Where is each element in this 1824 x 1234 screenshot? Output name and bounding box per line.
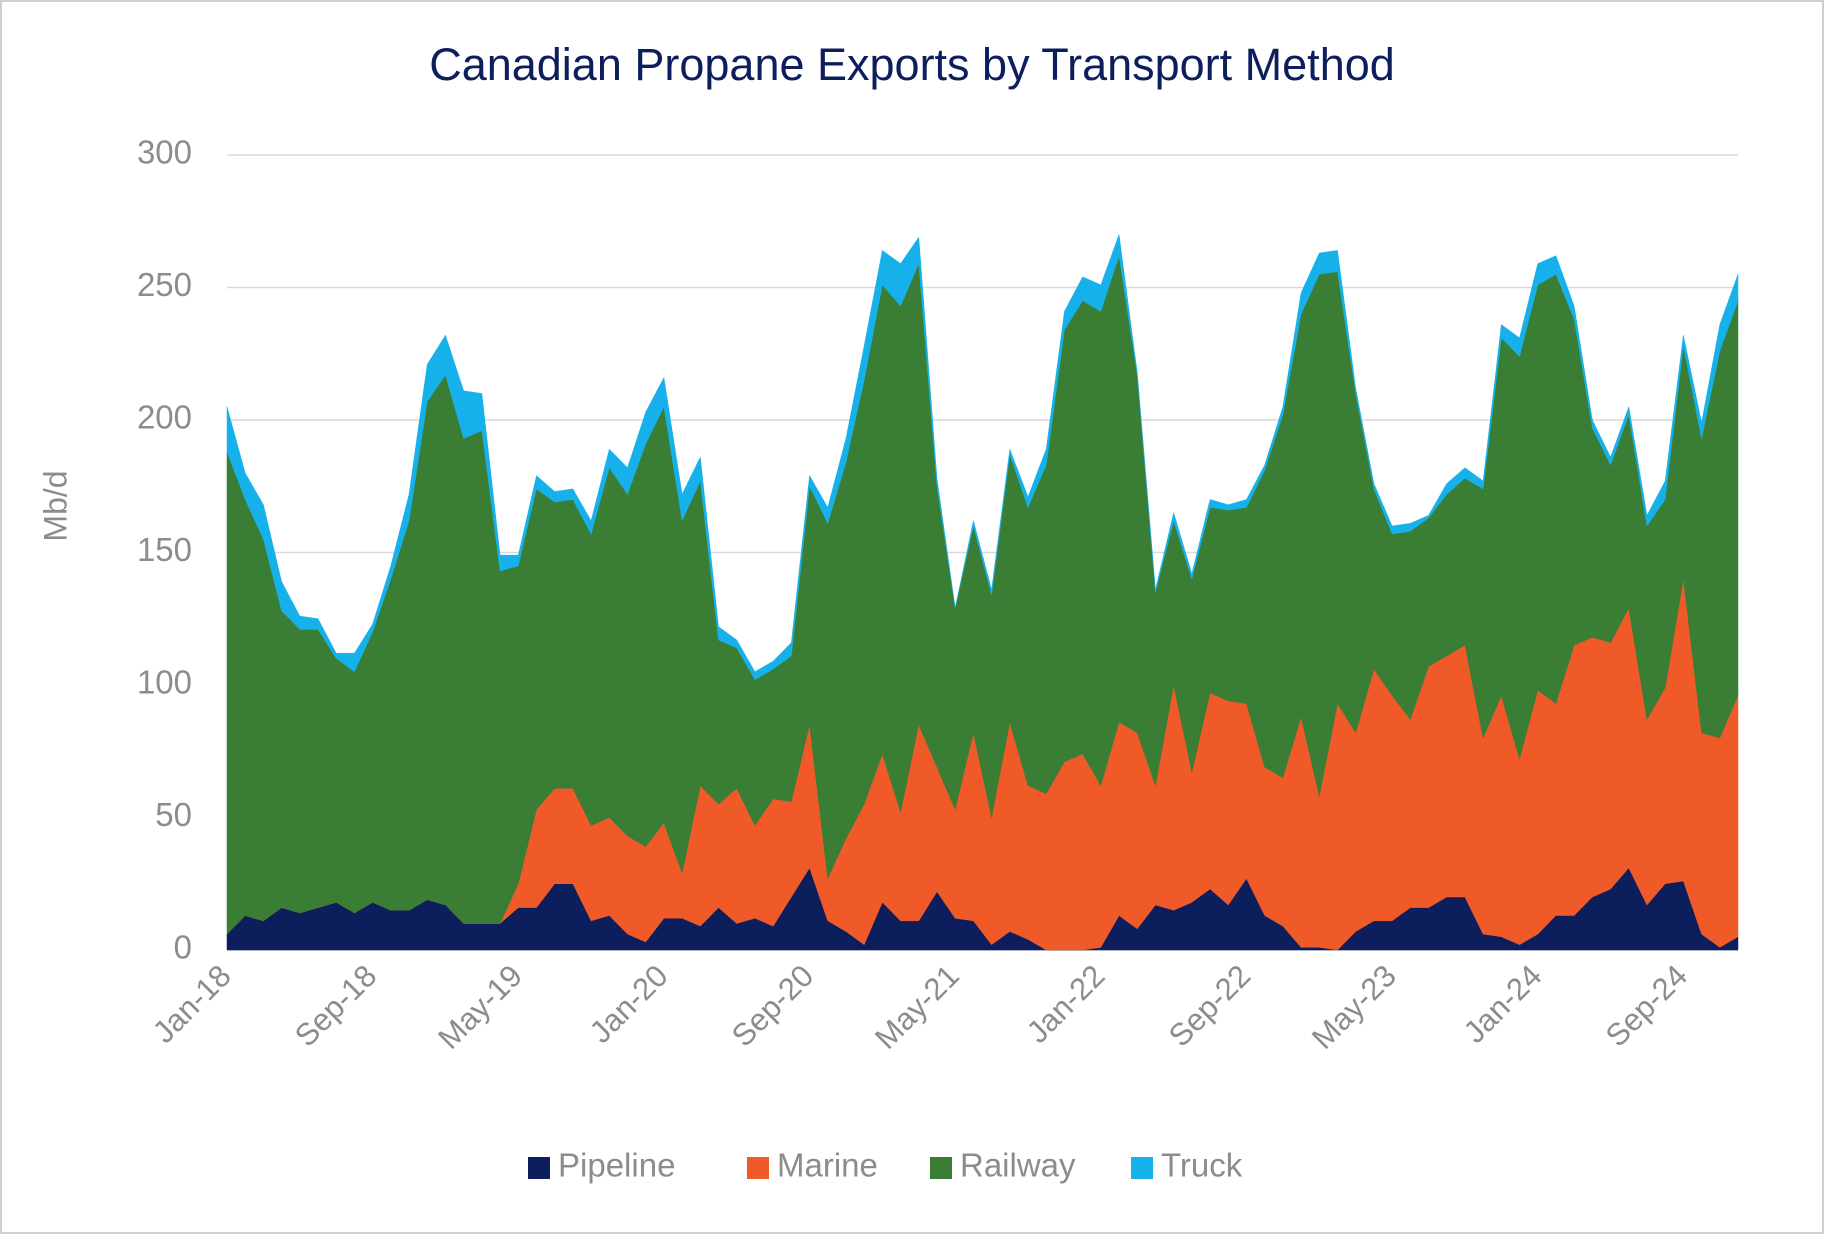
y-tick-label: 200 xyxy=(137,399,192,436)
legend-swatch xyxy=(1131,1157,1153,1179)
y-tick-label: 250 xyxy=(137,266,192,303)
y-tick-label: 50 xyxy=(155,796,192,833)
legend-swatch xyxy=(528,1157,550,1179)
legend-swatch xyxy=(930,1157,952,1179)
y-tick-label: 100 xyxy=(137,664,192,701)
y-tick-label: 300 xyxy=(137,134,192,171)
plot xyxy=(226,154,1739,951)
legend-label: Marine xyxy=(777,1147,878,1184)
y-axis-label: Mb/d xyxy=(37,470,73,541)
y-tick-label: 0 xyxy=(174,929,192,966)
legend-label: Truck xyxy=(1161,1147,1243,1184)
legend-swatch xyxy=(747,1157,769,1179)
area xyxy=(226,234,1739,681)
legend: Pipeline Marine Railway Truck xyxy=(528,1147,1243,1184)
legend-label: Railway xyxy=(960,1147,1076,1184)
y-tick-label: 150 xyxy=(137,531,192,568)
chart-title: Canadian Propane Exports by Transport Me… xyxy=(429,39,1395,90)
legend-label: Pipeline xyxy=(558,1147,675,1184)
